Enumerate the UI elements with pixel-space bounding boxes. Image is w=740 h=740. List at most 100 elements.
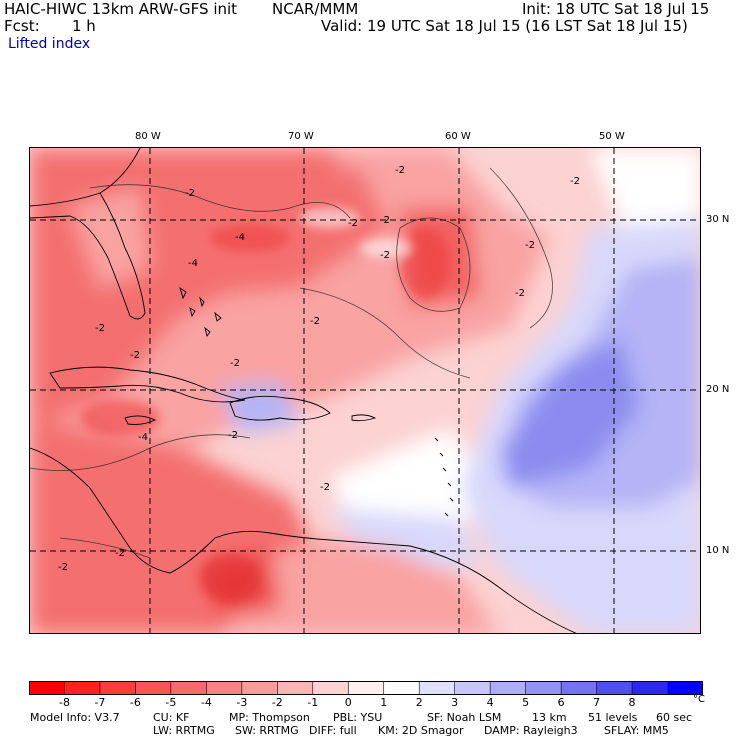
colorbar-swatch	[241, 681, 278, 695]
contour-labels: -2 -2 -2 -2 -2 -2 -2 -2 -2 -2 -2 -2 -2 -…	[58, 165, 580, 573]
lesser-antilles	[434, 437, 454, 517]
contour-label: -2	[515, 288, 525, 299]
lon-label-70w: 70 W	[288, 131, 314, 142]
valid-time: Valid: 19 UTC Sat 18 Jul 15 (16 LST Sat …	[321, 17, 688, 35]
colorbar-swatch	[454, 681, 491, 695]
model-info-pbl: PBL: YSU	[333, 711, 383, 724]
org-label: NCAR/MMM	[272, 0, 359, 18]
model-info-km: KM: 2D Smagor	[378, 724, 464, 737]
colorbar-swatch	[632, 681, 669, 695]
colorbar-label: 0	[344, 696, 352, 709]
colorbar-label: 4	[486, 696, 494, 709]
contour-line	[299, 287, 471, 379]
model-title: HAIC-HIWC 13km ARW-GFS init	[4, 0, 238, 18]
contour-label: -2	[230, 358, 240, 369]
colorbar-swatch	[419, 681, 456, 695]
contour-label: -2	[380, 215, 390, 226]
colorbar-label: -1	[307, 696, 319, 709]
model-info-timestep: 60 sec	[656, 711, 693, 724]
model-info-diff: DIFF: full	[309, 724, 357, 737]
colorbar-swatch	[135, 681, 172, 695]
model-info-levels: 51 levels	[588, 711, 638, 724]
contour-label: -2	[115, 548, 125, 559]
graticule	[30, 148, 700, 633]
colorbar-border	[29, 681, 703, 695]
colorbar-swatch	[312, 681, 349, 695]
contour-label: -2	[348, 218, 358, 229]
colorbar-unit: °C	[693, 694, 705, 705]
colorbar-label: 8	[628, 696, 636, 709]
hispaniola-coastline	[229, 395, 331, 421]
model-info-cu: CU: KF	[153, 711, 190, 724]
contour-line	[489, 167, 553, 329]
colorbar-label: 2	[415, 696, 423, 709]
model-info-sflay: SFLAY: MM5	[604, 724, 669, 737]
contour-label: -2	[320, 482, 330, 493]
map-panel: -2 -2 -2 -2 -2 -2 -2 -2 -2 -2 -2 -2 -2 -…	[29, 147, 701, 634]
lon-label-60w: 60 W	[445, 131, 471, 142]
colorbar-label: 7	[593, 696, 601, 709]
hispaniola-region	[220, 383, 300, 433]
contour-label: -2	[395, 165, 405, 176]
puerto-rico-coastline	[351, 414, 377, 422]
bahamas-islands	[179, 286, 222, 338]
contour-label: -2	[130, 350, 140, 361]
init-time: Init: 18 UTC Sat 18 Jul 15	[522, 0, 710, 18]
south-america-region	[210, 538, 499, 633]
colorbar-swatch	[29, 681, 65, 695]
contour-label: -2	[525, 240, 535, 251]
colorbar-swatch	[596, 681, 633, 695]
colorbar	[29, 681, 703, 695]
central-south-america-coastline	[30, 447, 577, 633]
lifted-index-map: -2 -2 -2 -2 -2 -2 -2 -2 -2 -2 -2 -2 -2 -…	[30, 148, 700, 633]
colorbar-swatch	[525, 681, 562, 695]
cuba-coastline	[49, 366, 246, 403]
colorbar-swatch	[64, 681, 101, 695]
colorbar-swatch	[490, 681, 527, 695]
contour-label: -2	[570, 176, 580, 187]
model-info-version: Model Info: V3.7	[30, 711, 120, 724]
texture-blob	[200, 553, 260, 603]
model-info-sw: SW: RRTMG	[235, 724, 299, 737]
lon-label-80w: 80 W	[135, 131, 161, 142]
colorbar-label: -8	[58, 696, 70, 709]
fcst-value: 1 h	[72, 17, 96, 35]
model-info-lw: LW: RRTMG	[153, 724, 215, 737]
texture-blob	[80, 400, 160, 436]
colorbar-label: 1	[380, 696, 388, 709]
colorbar-swatch	[561, 681, 598, 695]
colorbar-label: -7	[94, 696, 106, 709]
florida-coastline	[30, 192, 146, 320]
colorbar-label: -2	[271, 696, 283, 709]
florida-region	[70, 188, 150, 288]
model-info-resolution: 13 km	[532, 711, 567, 724]
model-info-mp: MP: Thompson	[229, 711, 310, 724]
colorbar-swatch	[170, 681, 207, 695]
field-texture	[80, 208, 450, 603]
model-info-sf: SF: Noah LSM	[427, 711, 502, 724]
positive-region-max	[500, 338, 640, 488]
colorbar-label: -6	[129, 696, 141, 709]
colorbar-swatch	[99, 681, 136, 695]
model-info-damp: DAMP: Rayleigh3	[484, 724, 578, 737]
coastlines	[30, 148, 577, 633]
colorbar-swatch	[383, 681, 420, 695]
contour-label: -2	[95, 323, 105, 334]
field-name: Lifted index	[8, 36, 91, 52]
colorbar-label: 6	[557, 696, 565, 709]
colorbar-label: 3	[451, 696, 459, 709]
fcst-label: Fcst:	[4, 17, 40, 35]
colorbar-label: -5	[165, 696, 177, 709]
contour-label: -4	[188, 258, 198, 269]
lat-label-30n: 30 N	[706, 214, 730, 225]
contour-label: -2	[185, 188, 195, 199]
lon-label-50w: 50 W	[599, 131, 625, 142]
colorbar-swatch	[667, 681, 703, 695]
colorbar-swatch	[348, 681, 385, 695]
colorbar-label: -3	[236, 696, 248, 709]
texture-blob	[400, 228, 450, 298]
jamaica-coastline	[124, 415, 157, 425]
lat-label-20n: 20 N	[706, 384, 730, 395]
contour-label: -2	[228, 430, 238, 441]
contour-label: -2	[58, 562, 68, 573]
